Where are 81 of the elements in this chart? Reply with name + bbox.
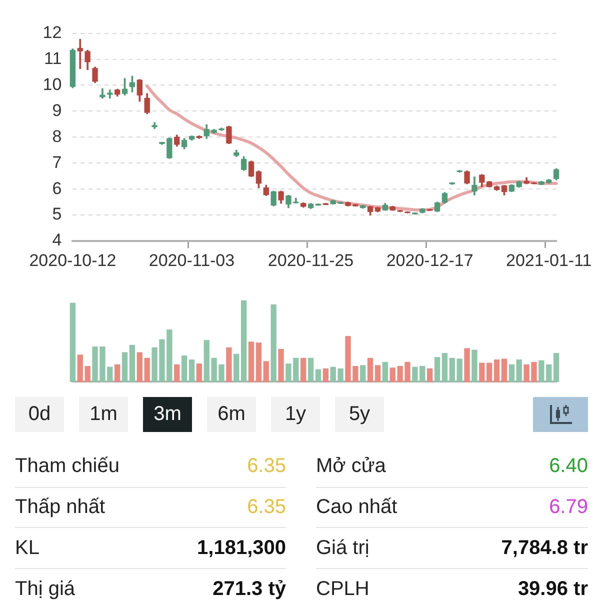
bar [426,368,433,382]
candlestick [77,38,83,69]
bar [374,365,381,382]
bar [456,358,462,382]
bar [322,368,328,382]
bar [300,358,306,382]
text: 7,784.8 tr [501,536,588,559]
bar [114,364,120,382]
bar [479,362,485,382]
category-label: Thấp nhất [15,496,106,520]
line-series [146,84,558,212]
bar [226,347,232,382]
category-label: Cao nhất [316,496,398,520]
text: 6.79 [549,496,588,518]
bar [136,352,142,382]
bar [315,369,322,382]
y-tick-label: 5 [52,204,62,224]
y-tick-label: 7 [52,152,62,172]
bar [442,353,448,382]
bar [270,304,276,382]
x-tick-label: 2020-12-17 [386,250,474,270]
bar [367,358,374,382]
period-button[interactable]: 1y [271,396,320,432]
bar [84,366,90,382]
text: 1,181,300 [197,536,286,559]
text: 271.3 tỷ [212,578,286,600]
text: 6.35 [247,496,286,518]
category-label: Thị giá [15,578,76,600]
bar [256,342,262,382]
bar [464,348,470,382]
category-label: CPLH [316,578,370,600]
category-label: Mở cửa [316,455,386,478]
bar [196,364,202,382]
bar [70,302,76,382]
bar [382,362,388,382]
bar [263,361,269,382]
y-tick-label: 9 [52,100,62,120]
x-tick-label: 2020-11-03 [148,250,235,270]
x-tick-label: 2020-10-12 [29,250,116,270]
text: 6.35 [247,455,286,478]
bar [516,360,522,382]
x-tick-label: 2021-01-11 [506,250,592,270]
bar [508,364,514,382]
text: 6.40 [549,455,588,478]
bar [434,357,440,382]
bar [181,355,188,382]
bar [174,364,180,382]
y-tick-label: 6 [52,178,62,198]
bar [144,358,150,382]
bar [501,358,508,382]
bar [122,352,128,382]
period-button[interactable]: 6m [207,396,256,432]
category-label: Tham chiếu [15,455,120,478]
chart-type-button[interactable] [533,396,588,432]
period-button[interactable]: 5y [335,396,384,432]
bar [188,360,195,382]
bar [449,358,455,382]
y-tick-label: 12 [42,22,62,42]
category-label: KL [15,536,40,560]
period-button[interactable]: 3m [143,396,192,432]
x-tick-label: 2020-11-25 [268,250,354,270]
bar [129,344,136,382]
bar [278,348,284,382]
bar [472,350,478,382]
bar [77,354,83,382]
bar [240,300,247,382]
bar [553,353,560,382]
bar [360,365,366,382]
y-tick-label: 4 [52,230,62,250]
y-tick-label: 11 [44,48,62,68]
bar [486,362,492,382]
period-button[interactable]: 0d [15,396,64,432]
period-button[interactable]: 1m [79,396,128,432]
y-tick-label: 8 [52,126,62,146]
bar [248,342,254,382]
category-label: Giá trị [316,536,370,560]
y-tick-label: 10 [42,74,62,94]
bar [494,360,500,382]
text: 39.96 tr [518,578,588,600]
bar [308,358,314,382]
bar [234,354,240,382]
